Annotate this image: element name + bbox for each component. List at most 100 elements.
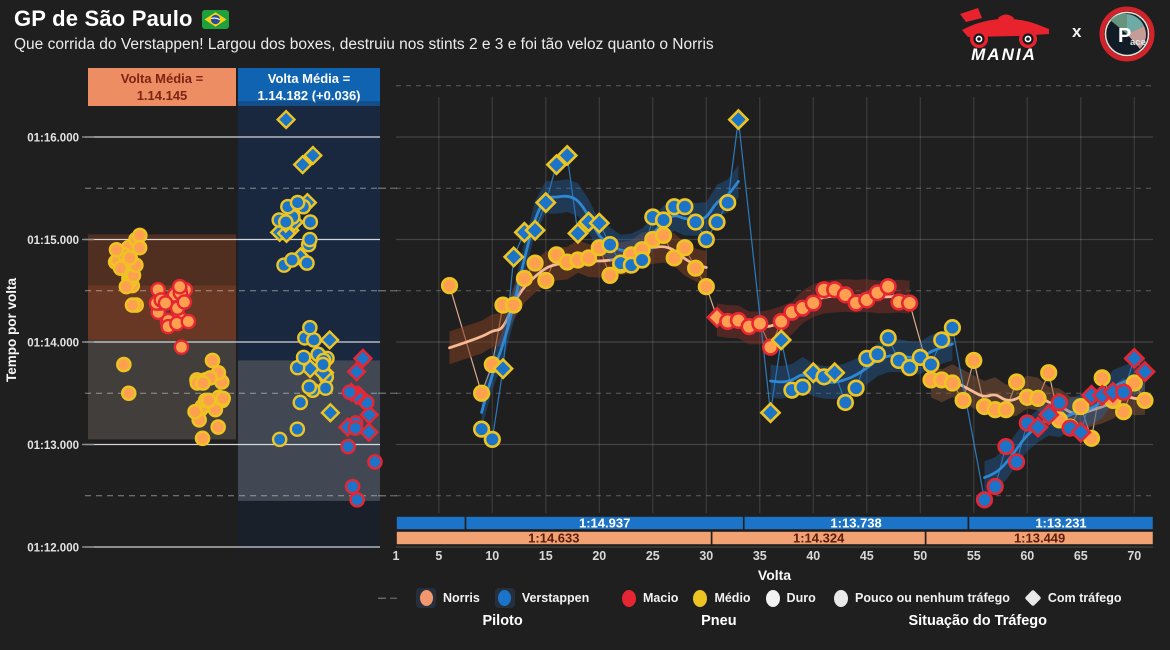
norris-lap-marker xyxy=(686,259,705,277)
norris-lap-marker xyxy=(515,269,534,288)
norris-lap-marker xyxy=(505,296,523,314)
y-axis: 01:16.000 01:15.000 01:14.000 01:13.000 01:1… xyxy=(4,133,94,555)
legend-items-piloto: Norris Verstappen xyxy=(416,586,589,610)
x-tick-label: 70 xyxy=(1127,549,1141,563)
legend-item-label: Verstappen xyxy=(521,591,590,605)
norris-lap-marker xyxy=(1029,389,1047,407)
verstappen-stint-band xyxy=(238,101,380,361)
verstappen-swarm-marker xyxy=(344,478,361,495)
legend-item-duro: Duro xyxy=(765,589,816,607)
verstappen-lap-marker xyxy=(556,144,579,167)
norris-swarm-marker xyxy=(118,278,135,295)
norris-trend-ribbon xyxy=(449,229,707,365)
norris-lap-marker xyxy=(751,314,769,333)
brazil-flag-icon xyxy=(201,9,229,29)
legend-item-label: Norris xyxy=(443,591,480,605)
norris-swarm-marker xyxy=(180,313,197,330)
verstappen-lap-marker xyxy=(473,420,491,438)
verstappen-lap-marker xyxy=(1134,360,1156,383)
stint-bar-segment xyxy=(395,515,467,531)
verstappen-swarm-marker xyxy=(349,492,365,508)
stint-bar-segment xyxy=(967,515,1155,531)
legend-title-pneu: Pneu xyxy=(701,613,737,629)
legend-item-label: Médio xyxy=(714,591,751,605)
verstappen-swarm-marker xyxy=(358,422,380,443)
norris-lap-marker xyxy=(997,401,1015,419)
verstappen-lap-marker xyxy=(868,345,887,363)
x-tick-label: 5 xyxy=(435,549,442,563)
norris-lap-marker xyxy=(1072,397,1090,416)
legend-item-label: Duro xyxy=(786,591,816,605)
x-tick-label: 55 xyxy=(967,549,981,563)
verstappen-lap-marker xyxy=(719,194,737,212)
norris-lap-marker xyxy=(1136,391,1154,410)
norris-lap-marker xyxy=(1040,364,1058,382)
x-tick-label: 60 xyxy=(1020,549,1034,563)
verstappen-lap-marker xyxy=(1123,347,1146,370)
verstappen-swarm-marker xyxy=(292,394,309,411)
norris-lap-marker xyxy=(804,294,822,312)
verstappen-lap-marker xyxy=(601,236,619,254)
verstappen-swarm-marker xyxy=(352,348,374,369)
mania-logo: MANIA xyxy=(960,8,1049,64)
x-tick-label: 45 xyxy=(860,549,874,563)
pace-logo-initial: P xyxy=(1118,25,1131,47)
y-tick-label: 01:16.000 xyxy=(27,133,79,145)
pace-logo-rest: ace xyxy=(1130,37,1146,48)
norris-lap-marker xyxy=(772,312,790,331)
verstappen-swarm-marker xyxy=(302,231,318,248)
verstappen-swarm-marker xyxy=(289,194,306,211)
stint-average-label: 1:13.738 xyxy=(830,516,881,531)
verstappen-lap-marker xyxy=(676,198,694,216)
verstappen-lap-marker xyxy=(997,437,1015,456)
verstappen-swarm-marker xyxy=(302,214,319,230)
legend-group-piloto: Norris Verstappen Piloto xyxy=(416,586,589,629)
norris-lap-marker xyxy=(1093,369,1111,387)
legend-swatch-icon xyxy=(419,590,433,606)
verstappen-swarm-marker xyxy=(341,384,358,401)
verstappen-lap-marker xyxy=(922,355,940,374)
norris-lap-marker xyxy=(654,226,673,244)
norris-swarm-marker xyxy=(131,239,148,256)
verstappen-swarm-marker xyxy=(301,379,318,395)
verstappen-lap-marker xyxy=(708,213,726,231)
main-chart-grid xyxy=(390,85,1153,599)
legend-item-label: Pouco ou nenhum tráfego xyxy=(855,591,1010,605)
verstappen-swarm-marker xyxy=(319,329,340,351)
norris-swarm-marker xyxy=(215,390,231,407)
legend-swatch-icon xyxy=(498,590,512,606)
stint-average-label: 1:14.633 xyxy=(528,531,579,546)
stint-average-label: 1:13.449 xyxy=(1014,531,1065,546)
verstappen-swarm-marker xyxy=(284,252,300,268)
norris-swarm-marker xyxy=(173,339,190,355)
verstappen-swarm-marker xyxy=(275,109,297,130)
verstappen-lap-marker xyxy=(823,361,846,384)
norris-lap-marker xyxy=(697,278,715,296)
verstappen-lap-marker xyxy=(534,191,557,214)
page-title: GP de São Paulo xyxy=(14,6,193,31)
y-tick-label: 01:14.000 xyxy=(27,338,79,350)
verstappen-lap-marker xyxy=(483,430,501,448)
verstappen-lap-marker xyxy=(524,219,547,242)
norris-lap-marker xyxy=(601,266,619,284)
x-axis-title: Volta xyxy=(758,567,791,583)
legend-title-trafego: Situação do Tráfego xyxy=(908,613,1048,629)
norris-lap-marker xyxy=(537,271,555,290)
norris-lap-marker xyxy=(954,391,972,410)
verstappen-lap-marker xyxy=(986,477,1004,496)
x-tick-label: 15 xyxy=(539,549,553,563)
norris-swarm-marker xyxy=(171,278,188,295)
verstappen-average-box: Volta Média = 1.14.182 (+0.036) xyxy=(238,68,380,106)
stint-bar-segment xyxy=(924,530,1155,546)
legend-item-label: Com tráfego xyxy=(1047,591,1122,605)
x-tick-label: 10 xyxy=(485,549,499,563)
stint-average-label: 1:13.231 xyxy=(1035,516,1086,531)
norris-lap-marker xyxy=(1114,403,1133,421)
verstappen-lap-marker xyxy=(1050,393,1068,412)
beeswarm-markers xyxy=(107,109,383,508)
x-tick-label: 40 xyxy=(806,549,820,563)
norris-swarm-marker xyxy=(116,356,132,373)
